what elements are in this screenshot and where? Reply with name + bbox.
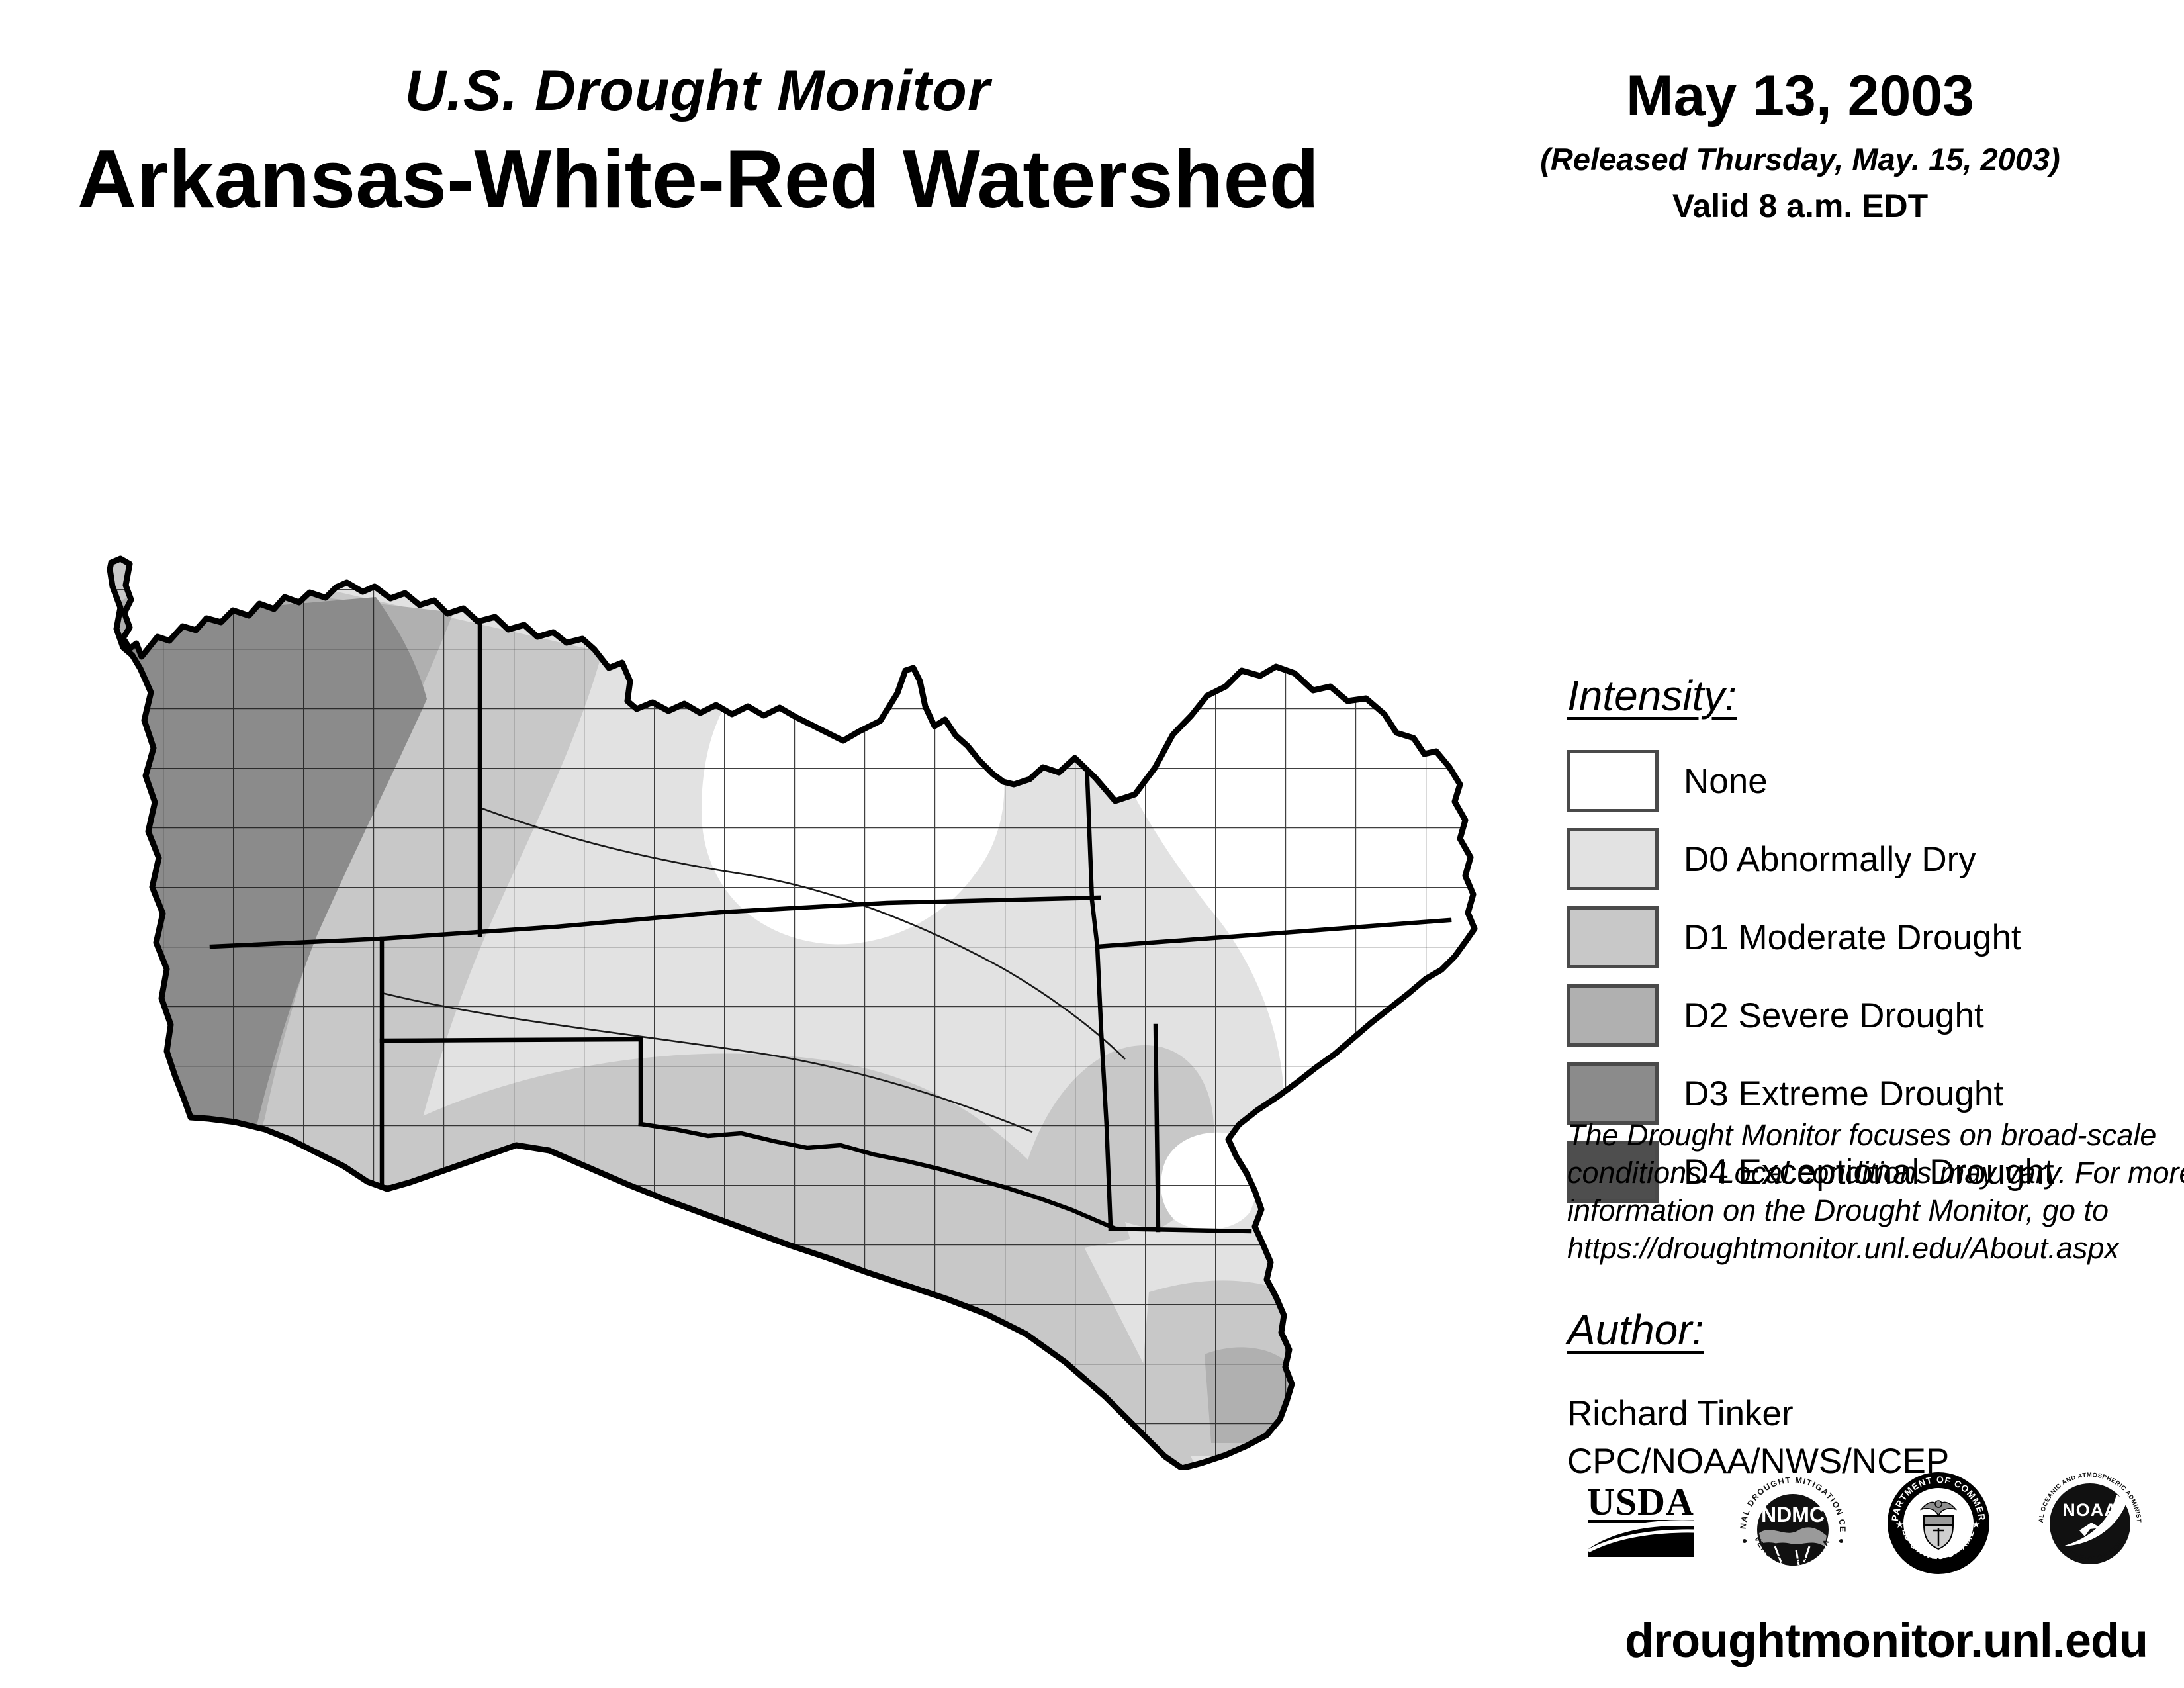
ndmc-logo-icon: NDMC NATIONAL DROUGHT MITIGATION CENTER … <box>1735 1472 1846 1567</box>
legend-label: D0 Abnormally Dry <box>1684 839 1976 879</box>
disclaimer-text: The Drought Monitor focuses on broad-sca… <box>1567 1116 2184 1267</box>
legend-label: D1 Moderate Drought <box>1684 917 2021 957</box>
disclaimer-line: The Drought Monitor focuses on broad-sca… <box>1567 1118 2157 1152</box>
legend-label: D4 Exceptional Drought <box>1684 1152 2054 1192</box>
region-title: Arkansas-White-Red Watershed <box>77 134 1320 225</box>
legend-swatch-d2 <box>1567 984 1659 1047</box>
author-name: Richard Tinker <box>1567 1394 1794 1433</box>
legend-swatch-d3 <box>1567 1062 1659 1125</box>
legend-item-d0: D0 Abnormally Dry <box>1567 828 2183 890</box>
svg-text:★: ★ <box>1972 1519 1980 1530</box>
legend-item-d1: D1 Moderate Drought <box>1567 906 2183 968</box>
disclaimer-line: https://droughtmonitor.unl.edu/About.asp… <box>1567 1231 2119 1265</box>
legend-item-none: None <box>1567 750 2183 812</box>
legend-swatch-d0 <box>1567 828 1659 890</box>
river-lines <box>381 806 1126 1133</box>
svg-text:NOAA: NOAA <box>2062 1500 2118 1520</box>
legend-swatch-d1 <box>1567 906 1659 968</box>
disclaimer-line: conditions. Local conditions may vary. F… <box>1567 1156 2184 1190</box>
legend-item-d2: D2 Severe Drought <box>1567 984 2183 1047</box>
disclaimer-line: information on the Drought Monitor, go t… <box>1567 1194 2109 1227</box>
author-block: Author: Richard Tinker CPC/NOAA/NWS/NCEP <box>1567 1305 1949 1485</box>
svg-text:NDMC: NDMC <box>1761 1503 1825 1526</box>
legend-swatch-d4 <box>1567 1141 1659 1203</box>
legend-label: D3 Extreme Drought <box>1684 1074 2004 1113</box>
intensity-legend: Intensity: None D0 Abnormally Dry D1 Mod… <box>1567 671 2183 1221</box>
release-date: (Released Thursday, May. 15, 2003) <box>1540 142 2060 177</box>
author-org: CPC/NOAA/NWS/NCEP <box>1567 1442 1950 1481</box>
legend-label: D2 Severe Drought <box>1684 996 1984 1035</box>
agency-logos: USDA NDMC NATIONAL DROUGHT MITIGATION CE… <box>1575 1466 2184 1591</box>
legend-rows: None D0 Abnormally Dry D1 Moderate Droug… <box>1567 750 2183 1203</box>
drought-map <box>93 530 1496 1470</box>
svg-text:USDA: USDA <box>1587 1484 1694 1523</box>
date-block: May 13, 2003 (Released Thursday, May. 15… <box>1522 64 2078 225</box>
site-url: droughtmonitor.unl.edu <box>1625 1615 2148 1667</box>
watershed-map-svg <box>93 530 1496 1470</box>
legend-swatch-none <box>1567 750 1659 812</box>
state-borders <box>209 620 1452 1234</box>
noaa-logo-icon: NOAA NATIONAL OCEANIC AND ATMOSPHERIC AD… <box>2034 1468 2142 1564</box>
svg-text:★: ★ <box>1895 1519 1904 1530</box>
legend-heading: Intensity: <box>1567 672 1737 720</box>
usda-logo-icon: USDA <box>1587 1484 1695 1557</box>
legend-item-d4: D4 Exceptional Drought <box>1567 1141 2183 1203</box>
map-date: May 13, 2003 <box>1626 64 1974 128</box>
legend-item-d3: D3 Extreme Drought <box>1567 1062 2183 1125</box>
valid-time: Valid 8 a.m. EDT <box>1672 187 1929 224</box>
monitor-title: U.S. Drought Monitor <box>404 59 991 122</box>
author-heading: Author: <box>1567 1306 1704 1354</box>
doc-logo-icon: DEPARTMENT OF COMMERCE UNITED STATES OF … <box>1885 1470 1989 1574</box>
legend-label: None <box>1684 761 1768 801</box>
